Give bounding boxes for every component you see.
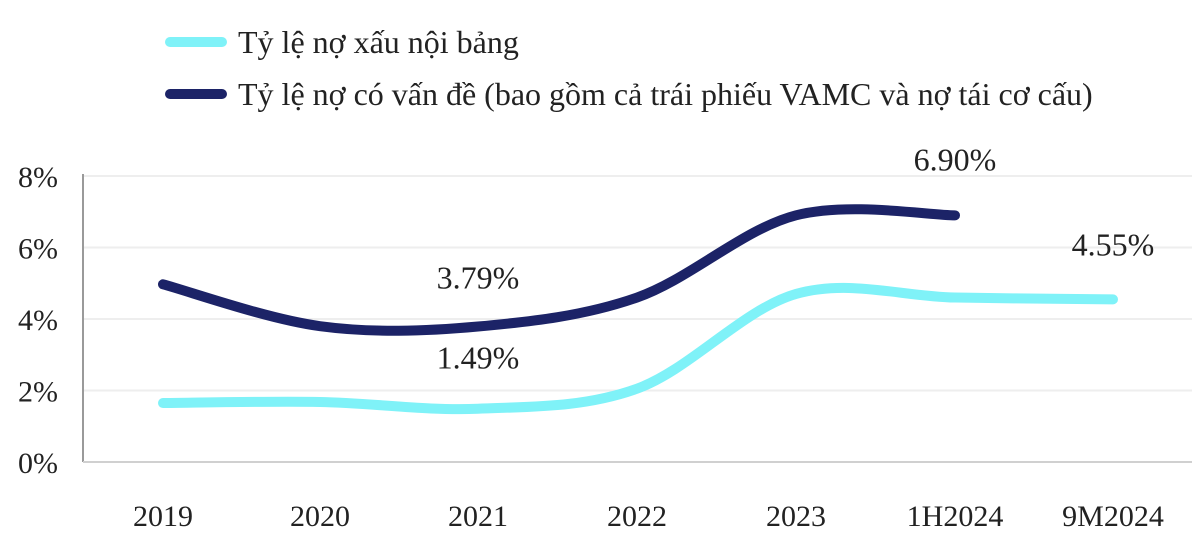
x-tick-label: 9M2024 <box>1062 500 1164 533</box>
y-tick-label: 6% <box>18 233 58 266</box>
grid <box>83 175 1192 392</box>
y-tick-label: 0% <box>18 447 58 480</box>
legend-label: Tỷ lệ nợ có vấn đề (bao gồm cả trái phiế… <box>238 76 1093 112</box>
series-line-0 <box>158 282 1118 415</box>
x-tick-label: 2021 <box>448 500 508 533</box>
data-label: 4.55% <box>1072 226 1155 262</box>
series-lines <box>158 204 1118 415</box>
legend-label: Tỷ lệ nợ xấu nội bảng <box>238 24 519 60</box>
y-tick-label: 2% <box>18 376 58 409</box>
y-tick-label: 4% <box>18 304 58 337</box>
data-label: 3.79% <box>437 260 520 296</box>
data-label: 1.49% <box>437 340 520 376</box>
x-tick-label: 2019 <box>133 500 193 533</box>
y-tick-label: 8% <box>18 161 58 194</box>
x-tick-label: 1H2024 <box>907 500 1004 533</box>
axes: 0% 2% 4% 6% 8% 2019 2020 2021 2022 2023 1H2024 9M20… <box>18 161 1192 533</box>
x-tick-label: 2023 <box>766 500 826 533</box>
x-tick-label: 2022 <box>607 500 667 533</box>
series-line-1 <box>158 204 960 336</box>
x-tick-label: 2020 <box>290 500 350 533</box>
data-label: 6.90% <box>914 141 997 177</box>
legend: Tỷ lệ nợ xấu nội bảng Tỷ lệ nợ có vấn đề … <box>165 24 1093 112</box>
labels: 3.79% 1.49% 6.90% 4.55% <box>437 141 1155 375</box>
